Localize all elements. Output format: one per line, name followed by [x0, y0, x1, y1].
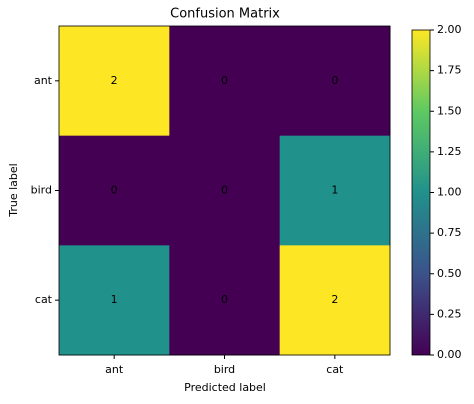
- colorbar-tick-label: 0.75: [437, 226, 462, 239]
- cell-label: 0: [331, 74, 338, 87]
- cell-label: 0: [111, 184, 118, 197]
- x-tick-label: bird: [214, 363, 235, 376]
- x-tick-label: ant: [105, 363, 124, 376]
- colorbar-tick-label: 1.50: [437, 104, 462, 117]
- chart-title: Confusion Matrix: [170, 7, 280, 22]
- heatmap-cell: [59, 26, 170, 137]
- colorbar-tick-label: 0.50: [437, 267, 462, 280]
- y-tick-label: cat: [35, 293, 53, 306]
- heatmap-cell: [169, 135, 281, 246]
- heatmap-cell: [279, 245, 391, 356]
- colorbar-tick-label: 2.00: [437, 23, 462, 36]
- y-tick-label: ant: [34, 74, 53, 87]
- colorbar-tick-label: 1.75: [437, 64, 462, 77]
- cell-label: 2: [111, 74, 118, 87]
- heatmap-cell: [169, 26, 281, 137]
- colorbar-tick-label: 0.00: [437, 348, 462, 361]
- heatmap-cell: [169, 245, 281, 356]
- cell-label: 0: [221, 184, 228, 197]
- colorbar-tick-label: 1.25: [437, 145, 462, 158]
- y-axis-label: True label: [7, 163, 20, 217]
- heatmap-cell: [59, 245, 170, 356]
- cell-label: 0: [221, 293, 228, 306]
- heatmap-cell: [279, 135, 391, 246]
- x-axis-label: Predicted label: [184, 381, 266, 394]
- cell-label: 1: [331, 184, 338, 197]
- cell-label: 1: [111, 293, 118, 306]
- y-tick-label: bird: [31, 184, 52, 197]
- heatmap-cell: [279, 26, 391, 137]
- cell-label: 2: [331, 293, 338, 306]
- cell-label: 0: [221, 74, 228, 87]
- x-tick-label: cat: [326, 363, 344, 376]
- colorbar: [411, 29, 431, 356]
- colorbar-tick-label: 1.00: [437, 186, 462, 199]
- heatmap-cell: [59, 135, 170, 246]
- colorbar-tick-label: 0.25: [437, 307, 462, 320]
